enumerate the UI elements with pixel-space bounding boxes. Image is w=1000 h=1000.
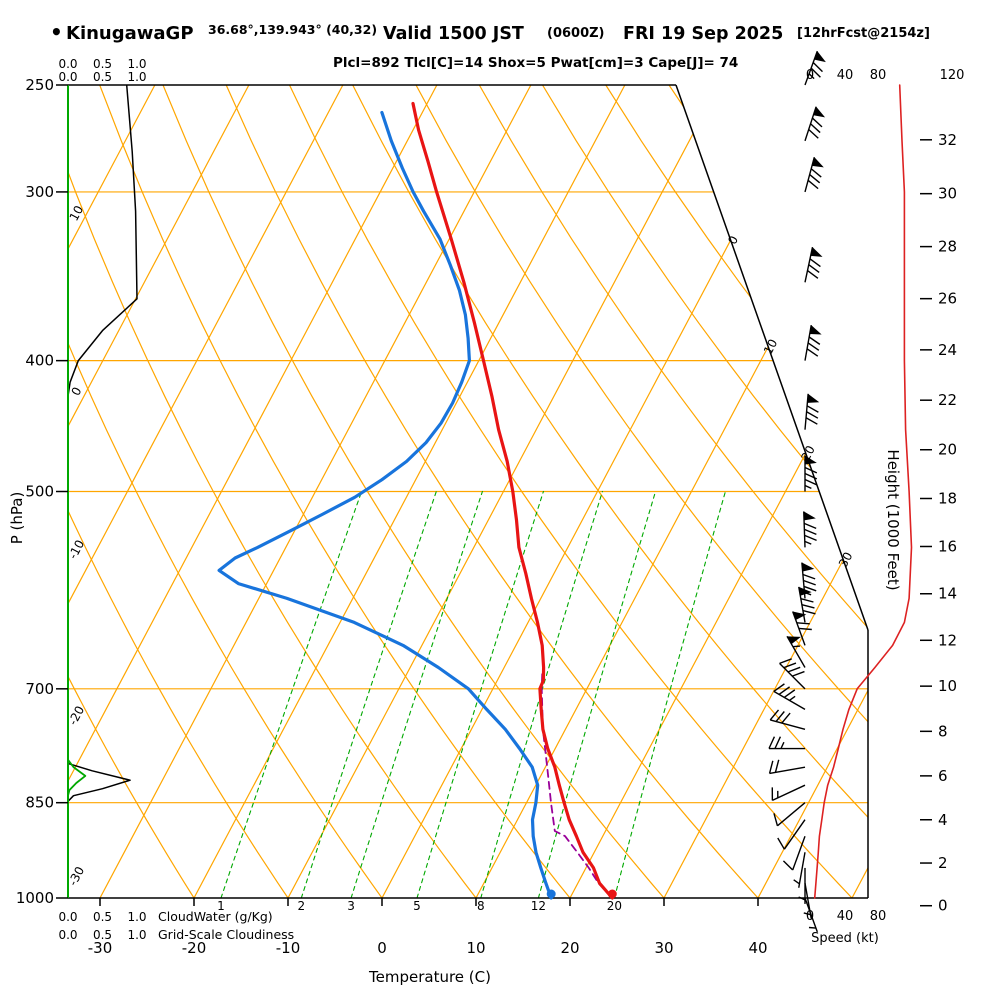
svg-text:-10: -10 [276,939,301,957]
svg-text:10: 10 [67,203,87,223]
cloud-scale-rows: 0.00.00.00.00.50.50.50.51.01.01.01.0 [58,57,146,942]
svg-text:1.0: 1.0 [127,928,146,942]
svg-text:20: 20 [938,441,957,459]
svg-text:10: 10 [466,939,485,957]
skewt-grid [68,85,868,898]
svg-text:20: 20 [560,939,579,957]
station-name: KinugawaGP [66,23,194,44]
svg-text:250: 250 [25,76,54,94]
svg-text:0: 0 [68,385,84,398]
valid-zulu: (0600Z) [547,26,605,41]
svg-text:24: 24 [938,341,957,359]
temperature-curve [411,101,614,900]
speed-axis-title: Speed (kt) [811,931,879,946]
svg-text:4: 4 [938,811,948,829]
svg-text:0: 0 [806,68,814,83]
svg-text:12: 12 [531,899,546,913]
svg-text:22: 22 [938,391,957,409]
chart-root: 100-10-20-300102030250300400500700850100… [16,50,965,957]
dewpoint-curve [217,110,553,900]
svg-text:0.5: 0.5 [93,70,112,84]
header-bullet: • [50,20,63,44]
svg-text:0.5: 0.5 [93,57,112,71]
svg-text:26: 26 [938,290,957,308]
svg-text:500: 500 [25,483,54,501]
svg-text:6: 6 [938,767,948,785]
mixing-ratio-labels: 1 2 3 5 8 12 20 [217,899,622,913]
svg-text:32: 32 [938,131,957,149]
svg-text:5: 5 [413,899,421,913]
temperature-axis: -30 -20 -10 0 10 20 30 40 [88,898,768,957]
svg-text:14: 14 [938,585,957,603]
svg-text:18: 18 [938,489,957,507]
valid-time: Valid 1500 JST [383,24,524,44]
svg-text:700: 700 [25,680,54,698]
svg-text:2: 2 [938,854,948,872]
svg-text:300: 300 [25,183,54,201]
svg-text:120: 120 [940,68,965,83]
svg-text:1: 1 [217,899,225,913]
svg-text:0.0: 0.0 [58,928,77,942]
dewpoint-surface-dot [546,889,556,899]
svg-text:30: 30 [938,185,957,203]
svg-text:10: 10 [938,677,957,695]
svg-text:-20: -20 [182,939,207,957]
svg-text:2: 2 [298,899,306,913]
svg-text:40: 40 [837,909,854,924]
pressure-axis: 250 300 400 500 700 850 1000 [16,76,68,907]
svg-text:8: 8 [477,899,485,913]
sounding-params: Plcl=892 Tlcl[C]=14 Shox=5 Pwat[cm]=3 Ca… [333,55,738,71]
svg-text:8: 8 [938,722,948,740]
svg-text:40: 40 [837,68,854,83]
svg-text:0.5: 0.5 [93,910,112,924]
svg-text:16: 16 [938,537,957,555]
svg-text:850: 850 [25,794,54,812]
cloudwater-legend: CloudWater (g/Kg) [158,909,273,924]
svg-text:1000: 1000 [16,889,54,907]
cloudiness-legend: Grid-Scale Cloudiness [158,927,294,942]
temperature-surface-dot [607,889,617,899]
svg-text:28: 28 [938,238,957,256]
speed-curve [813,84,913,899]
svg-text:40: 40 [748,939,767,957]
svg-text:-30: -30 [88,939,113,957]
parcel-curve [540,670,614,899]
svg-text:80: 80 [870,68,887,83]
svg-text:400: 400 [25,352,54,370]
svg-text:1.0: 1.0 [127,70,146,84]
forecast-ref: [12hrFcst@2154z] [797,26,930,41]
svg-text:20: 20 [607,899,622,913]
svg-text:0: 0 [806,909,814,924]
svg-text:30: 30 [654,939,673,957]
svg-text:0.0: 0.0 [58,910,77,924]
svg-text:0.5: 0.5 [93,928,112,942]
valid-date: FRI 19 Sep 2025 [623,24,783,44]
station-coords: 36.68°,139.943° (40,32) [208,22,377,37]
svg-text:1.0: 1.0 [127,57,146,71]
svg-text:0.0: 0.0 [58,57,77,71]
svg-text:80: 80 [870,909,887,924]
svg-text:0: 0 [938,897,948,915]
svg-text:0: 0 [377,939,387,957]
temperature-axis-title: Temperature (C) [368,968,491,986]
height-axis-title: Height (1000 Feet) [884,449,902,590]
svg-text:1.0: 1.0 [127,910,146,924]
pressure-axis-title: P (hPa) [8,492,26,545]
svg-text:3: 3 [347,899,355,913]
svg-text:0.0: 0.0 [58,70,77,84]
svg-text:12: 12 [938,631,957,649]
wind-barbs [768,50,826,933]
